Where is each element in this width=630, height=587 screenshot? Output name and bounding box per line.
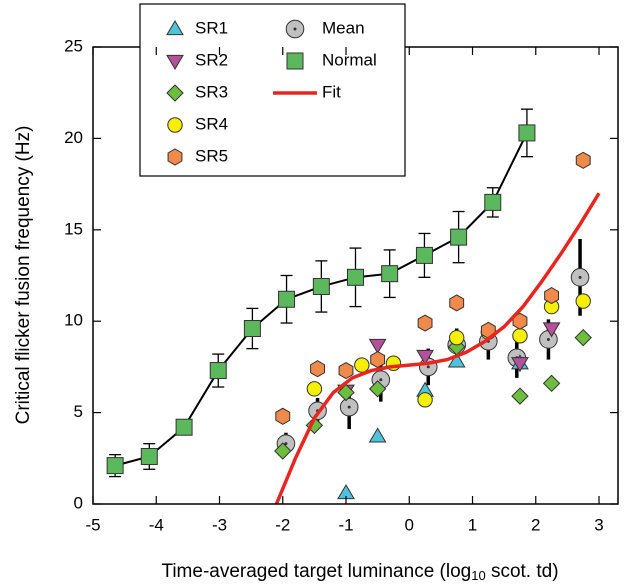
- marker: [511, 387, 529, 405]
- marker: [310, 360, 325, 378]
- marker-dot: [347, 405, 351, 409]
- marker: [368, 380, 387, 398]
- marker: [286, 52, 304, 70]
- x-tick-label: -3: [212, 515, 227, 534]
- marker: [167, 148, 183, 166]
- marker: [175, 418, 193, 436]
- marker: [306, 381, 323, 397]
- marker-dot: [379, 378, 383, 382]
- x-tick-label: -4: [149, 515, 164, 534]
- marker: [575, 293, 591, 309]
- marker: [449, 294, 465, 312]
- marker: [484, 193, 502, 211]
- marker: [544, 287, 560, 305]
- marker: [542, 374, 561, 393]
- x-label-part: scot. td): [486, 561, 559, 582]
- x-tick-label: -1: [338, 515, 353, 534]
- y-tick-label: 0: [74, 493, 83, 512]
- y-tick-label: 10: [64, 311, 83, 330]
- marker: [274, 442, 292, 460]
- x-tick-label: -2: [275, 515, 290, 534]
- marker: [449, 329, 465, 346]
- legend-label: SR3: [195, 82, 228, 101]
- y-tick-label: 5: [74, 402, 83, 421]
- marker: [275, 407, 291, 425]
- marker: [278, 290, 296, 308]
- marker: [166, 84, 184, 102]
- legend-label: Normal: [322, 50, 377, 69]
- legend-label: SR5: [195, 146, 228, 165]
- y-tick-label: 20: [64, 128, 83, 147]
- x-tick-label: 1: [468, 515, 477, 534]
- marker: [447, 352, 466, 368]
- marker: [354, 357, 370, 373]
- plot-area: [106, 108, 601, 505]
- x-tick-label: 0: [405, 515, 414, 534]
- marker: [417, 392, 433, 408]
- marker: [167, 117, 183, 133]
- marker-dot: [578, 275, 582, 279]
- y-tick-label: 15: [64, 219, 83, 238]
- x-tick-label: 2: [531, 515, 540, 534]
- y-tick-label: 25: [64, 36, 83, 55]
- marker: [518, 124, 536, 142]
- legend-label: SR4: [195, 114, 228, 133]
- legend-box: [139, 3, 406, 177]
- marker-dot: [426, 365, 430, 369]
- x-tick-label: -5: [85, 515, 100, 534]
- marker: [368, 427, 387, 443]
- marker: [166, 54, 184, 70]
- marker: [312, 277, 330, 295]
- marker: [368, 338, 387, 354]
- legend-label: Mean: [322, 18, 365, 37]
- legend: SR1 SR2 SR3 SR4 SR5 Mean Normal Fit: [166, 18, 377, 166]
- marker-dot: [546, 337, 550, 341]
- marker: [106, 457, 124, 475]
- x-label-sub: 10: [471, 568, 485, 583]
- marker: [209, 362, 227, 380]
- marker: [575, 151, 591, 169]
- x-axis-label: Time-averaged target luminance (log10 sc…: [161, 561, 558, 583]
- x-label-part: Time-averaged target luminance (log: [161, 561, 471, 582]
- marker: [417, 314, 433, 332]
- marker: [347, 268, 364, 286]
- marker: [512, 328, 528, 344]
- legend-label: Fit: [322, 82, 341, 101]
- marker: [381, 265, 399, 283]
- legend-label: SR2: [195, 50, 228, 69]
- marker-dot: [293, 27, 297, 31]
- y-axis-label: Critical flicker fusion frequency (Hz): [13, 126, 34, 425]
- marker: [450, 228, 468, 246]
- marker: [511, 357, 529, 373]
- marker: [416, 349, 434, 365]
- x-tick-label: 3: [594, 515, 603, 534]
- legend-label: SR1: [195, 18, 228, 37]
- marker: [574, 328, 592, 347]
- marker: [542, 322, 561, 338]
- fit-line: [274, 192, 601, 505]
- marker: [243, 320, 261, 338]
- marker: [337, 383, 355, 402]
- marker-dot: [284, 442, 288, 446]
- marker: [166, 20, 184, 36]
- marker: [370, 351, 386, 369]
- marker: [338, 361, 354, 380]
- marker: [415, 246, 433, 264]
- marker: [140, 447, 158, 465]
